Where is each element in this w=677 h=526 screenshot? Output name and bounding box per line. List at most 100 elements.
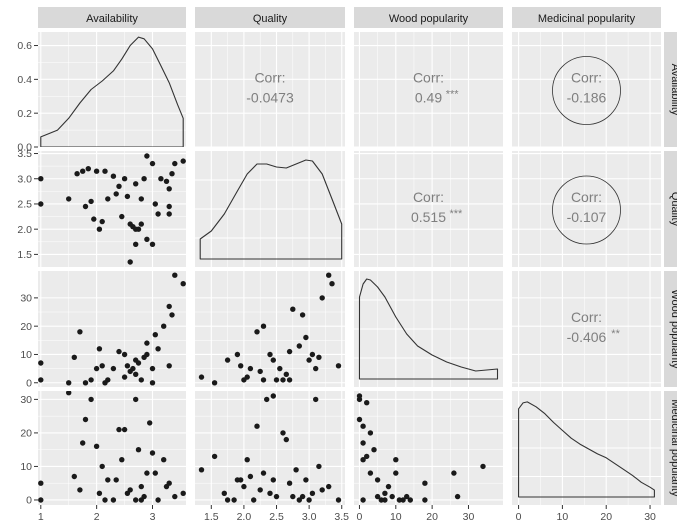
scatter-point xyxy=(360,497,366,503)
scatter-point xyxy=(99,363,105,369)
corr-value-availability-medicinal-popularity: -0.186 xyxy=(567,90,607,106)
scatter-point xyxy=(161,323,167,329)
x-tick-label-wood-popularity: 20 xyxy=(426,511,438,523)
panel-availability-availability-grid xyxy=(38,32,186,147)
y-tick-label-availability: 0.0 xyxy=(17,142,32,154)
strip-right-medicinal-popularity xyxy=(664,391,677,505)
scatter-point xyxy=(309,351,316,358)
scatter-point xyxy=(364,400,370,406)
y-tick-label-quality: 1.5 xyxy=(17,249,32,261)
scatter-point xyxy=(280,377,286,383)
scatter-point xyxy=(135,447,142,453)
scatter-point xyxy=(169,312,175,318)
scatter-point xyxy=(105,196,111,202)
scatter-point xyxy=(133,371,139,377)
scatter-point xyxy=(371,447,377,453)
scatter-point xyxy=(144,340,150,346)
y-tick-label-availability: 0.2 xyxy=(17,108,32,120)
scatter-point xyxy=(404,493,410,500)
scatter-point xyxy=(88,198,94,205)
scatter-point xyxy=(198,467,205,473)
panel-availability-quality-grid xyxy=(195,32,345,147)
scatter-point xyxy=(303,477,309,483)
scatter-point xyxy=(152,332,158,338)
scatter-point xyxy=(299,312,306,318)
scatter-point xyxy=(335,497,342,503)
scatter-point xyxy=(296,497,302,503)
panel-quality-medicinal-popularity: Corr: -0.107 xyxy=(512,151,661,267)
scatter-point xyxy=(144,470,150,476)
scatter-points-wood-popularity-availability xyxy=(38,272,186,386)
scatter-point xyxy=(244,374,250,380)
corr-circle-quality-medicinal-popularity xyxy=(552,175,621,245)
panel-medicinal-popularity-availability-grid xyxy=(38,391,186,505)
y-tick-label-quality: 3.0 xyxy=(17,173,32,185)
scatter-point xyxy=(251,497,257,503)
x-tick-label-quality: 1.5 xyxy=(204,511,219,523)
panel-wood-popularity-availability xyxy=(38,271,186,387)
scatter-point xyxy=(247,473,254,480)
panel-quality-availability xyxy=(38,151,186,267)
scatter-point xyxy=(82,416,89,423)
scatter-point xyxy=(121,176,128,182)
scatter-point xyxy=(422,497,428,503)
scatter-point xyxy=(110,173,117,179)
scatter-point xyxy=(116,426,122,433)
panel-availability-wood-popularity-background xyxy=(354,32,503,147)
x-tick-label-availability: 2 xyxy=(94,511,100,523)
scatter-point xyxy=(286,377,293,383)
scatter-point xyxy=(270,477,276,483)
scatter-point xyxy=(224,357,231,363)
scatter-point xyxy=(166,480,172,486)
scatter-point xyxy=(144,236,150,242)
scatter-point xyxy=(290,493,296,500)
scatter-point xyxy=(422,480,428,486)
scatter-point xyxy=(66,391,72,396)
scatter-point xyxy=(158,176,164,182)
y-tick-label-quality: 2.5 xyxy=(17,199,32,211)
scatter-point xyxy=(38,176,44,182)
scatter-point xyxy=(396,497,403,503)
x-tick-label-availability: 3 xyxy=(150,511,156,523)
panel-availability-wood-popularity: Corr: 0.49 *** xyxy=(354,32,503,147)
panel-wood-popularity-medicinal-popularity-background xyxy=(512,271,661,387)
scatter-point xyxy=(91,216,97,222)
scatter-point xyxy=(133,497,139,503)
scatter-point xyxy=(180,158,186,164)
scatter-point xyxy=(296,343,302,349)
scatter-point xyxy=(113,477,119,483)
scatter-point xyxy=(238,363,244,369)
scatter-point xyxy=(286,480,293,486)
scatter-point xyxy=(38,377,44,383)
x-tick-label-medicinal-popularity: 20 xyxy=(600,511,612,523)
scatter-point xyxy=(155,346,161,352)
scatter-point xyxy=(152,201,158,207)
scatter-point xyxy=(290,306,296,312)
scatter-point xyxy=(119,213,125,220)
scatter-point xyxy=(254,423,260,429)
scatter-point xyxy=(335,363,342,369)
scatter-point xyxy=(155,497,161,503)
scatter-point xyxy=(163,178,170,184)
strip-right-label-medicinal-popularity: Medicinal popularity xyxy=(669,399,677,497)
panel-availability-medicinal-popularity-grid xyxy=(512,32,661,147)
scatter-point xyxy=(93,168,100,174)
scatter-point xyxy=(260,470,267,476)
corr-value-wood-popularity-medicinal-popularity: -0.406 xyxy=(567,329,607,345)
scatter-point xyxy=(244,457,250,463)
strip-top-label-wood-popularity: Wood popularity xyxy=(389,13,469,25)
scatter-point xyxy=(144,153,150,159)
panel-medicinal-popularity-availability-background xyxy=(38,391,186,505)
density-curve-wood-popularity xyxy=(358,278,499,380)
scatter-point xyxy=(316,463,322,470)
scatter-point xyxy=(211,453,218,460)
corr-circle-availability-medicinal-popularity xyxy=(552,56,621,125)
scatter-point xyxy=(133,396,139,403)
scatter-point xyxy=(93,443,100,449)
scatter-point xyxy=(241,483,247,490)
corr-value-quality-medicinal-popularity: -0.107 xyxy=(567,209,607,225)
scatter-point xyxy=(277,365,283,372)
scatter-point xyxy=(85,166,92,172)
scatter-point xyxy=(224,497,231,503)
